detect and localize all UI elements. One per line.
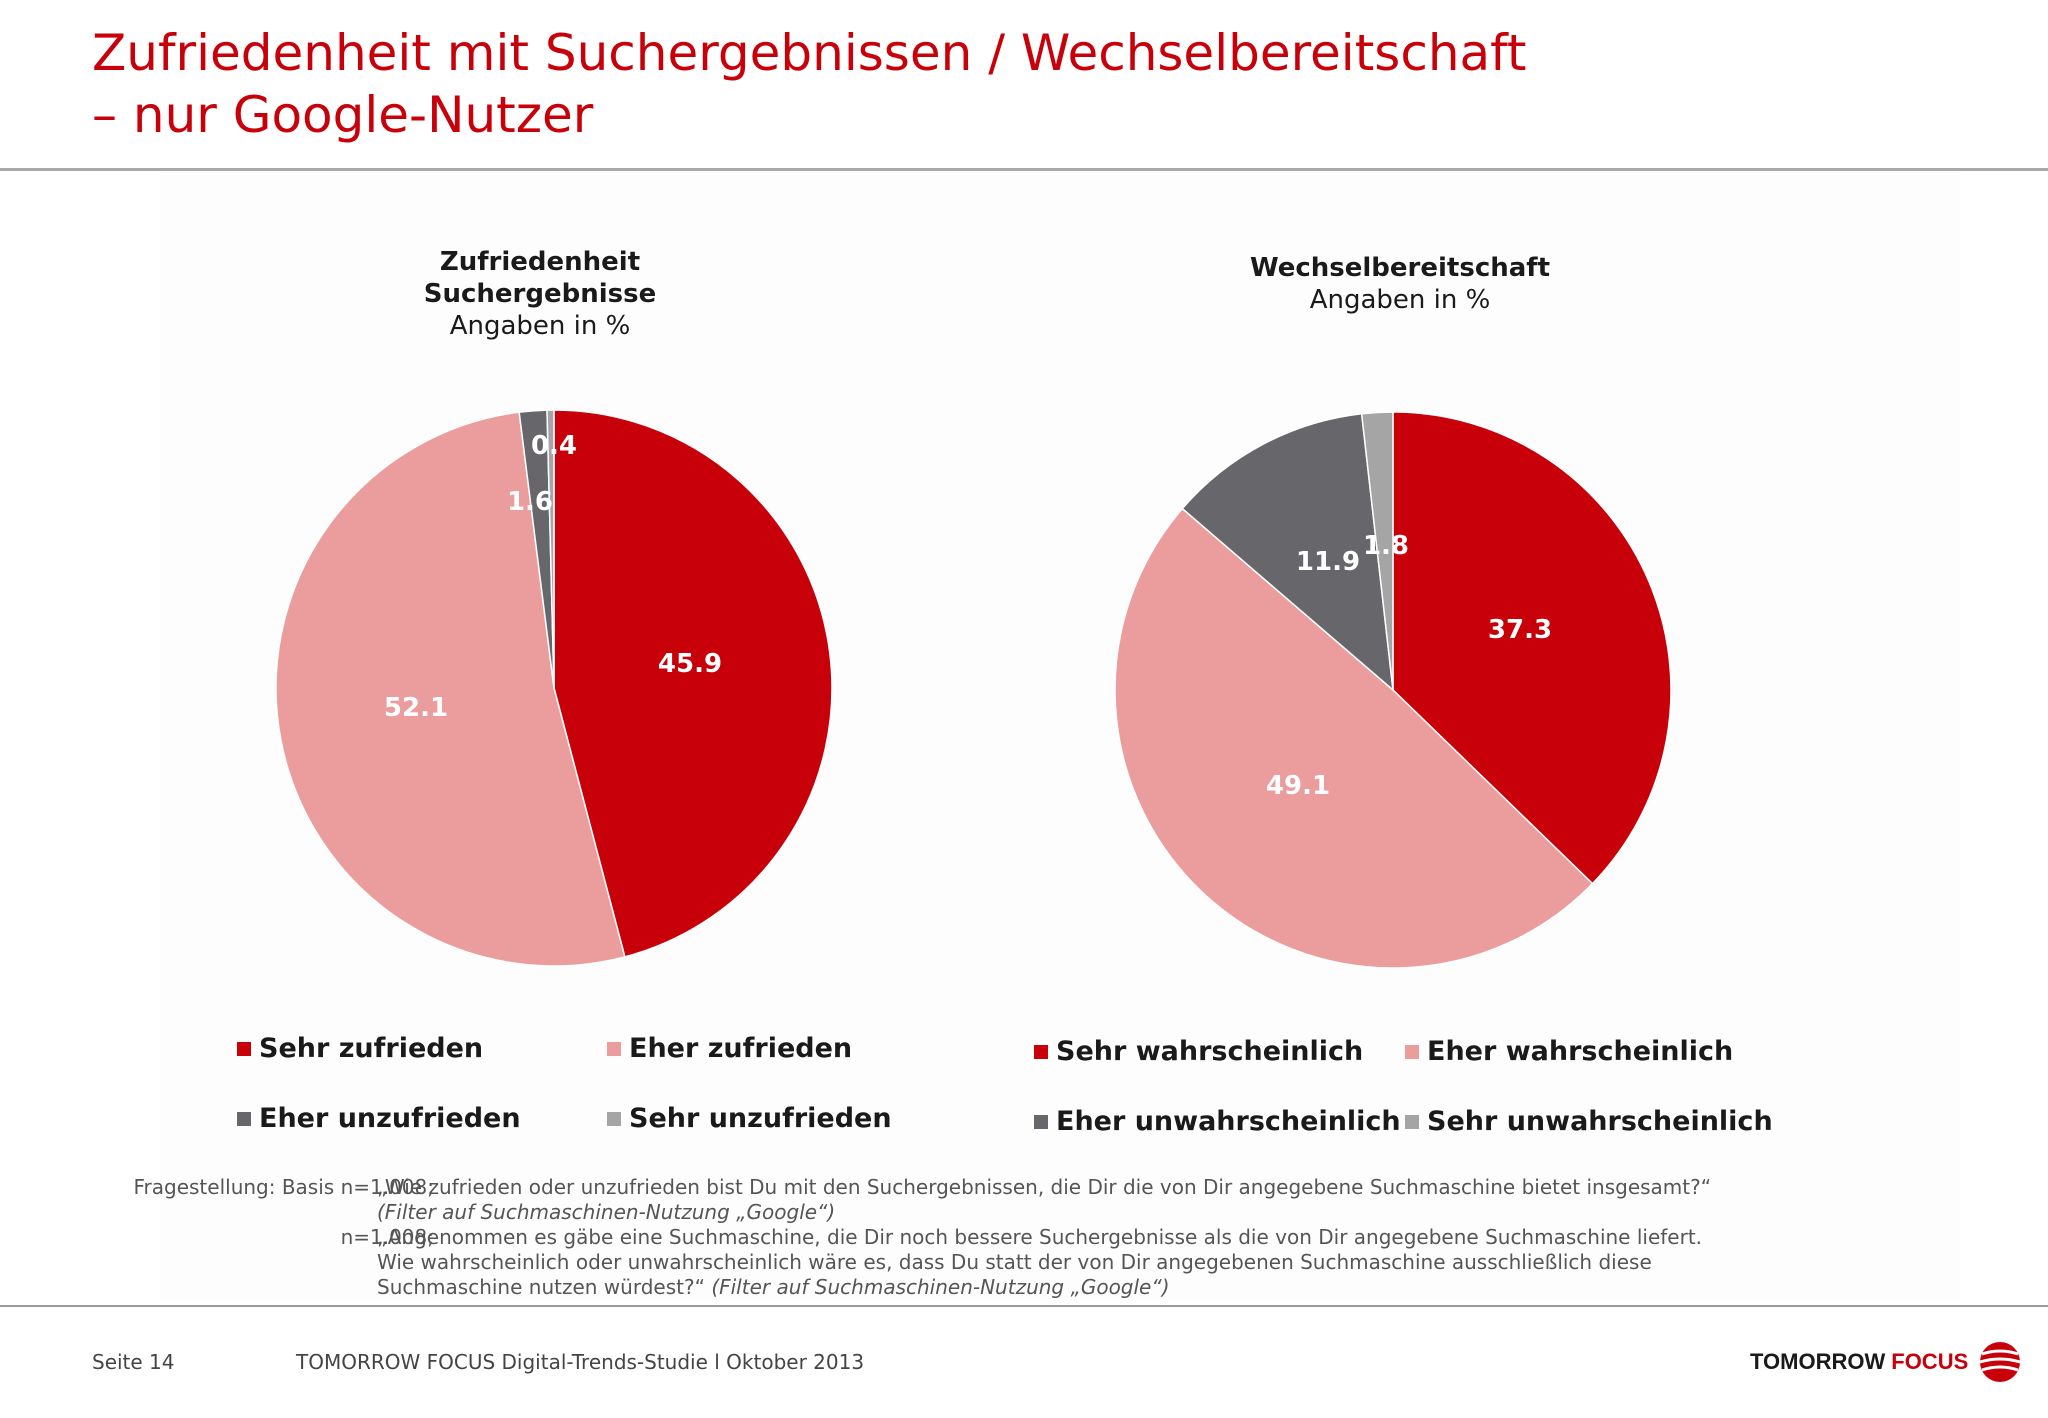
legend2-swatch	[1034, 1044, 1048, 1059]
legend1-label: Sehr unzufrieden	[629, 1103, 892, 1134]
pie1-data-label-4: 0.4	[531, 431, 577, 461]
pie1-slice-4	[546, 409, 555, 689]
pie-chart-2: 37.3 49.1 11.91.8	[1114, 411, 1672, 969]
pie2-data-label-1: 37.3	[1488, 615, 1552, 645]
legend2-swatch	[1405, 1044, 1419, 1059]
legend2-swatch	[1405, 1114, 1419, 1129]
pie2-slice-1	[1392, 411, 1672, 885]
pie1-slice-1	[553, 409, 833, 958]
legend1-swatch	[237, 1111, 251, 1126]
legend2-label: Sehr wahrscheinlich	[1056, 1036, 1364, 1067]
pie2-slice-3	[1181, 412, 1394, 692]
pie2-slice-4	[1360, 411, 1394, 691]
footer-divider	[0, 1305, 2048, 1307]
page-title: Zufriedenheit mit Suchergebnissen / Wech…	[92, 22, 1992, 146]
chart1-title-line1: Zufriedenheit	[439, 247, 641, 277]
legend2-swatch	[1034, 1114, 1048, 1129]
legend1-label: Sehr zufrieden	[259, 1033, 484, 1064]
note2-question-line3: Suchmaschine nutzen würdest?“	[377, 1275, 705, 1299]
tomorrow-focus-logo: TOMORROW FOCUS	[1750, 1340, 2026, 1384]
legend2-item-sehr-wahrscheinlich: Sehr wahrscheinlich	[1034, 1036, 1363, 1067]
legend1-swatch	[607, 1111, 621, 1126]
pie1-data-label-3: 1.6	[507, 487, 553, 517]
pie2-slice-2	[1114, 507, 1594, 969]
chart2-title: Wechselbereitschaft	[1249, 253, 1551, 283]
legend2-label: Eher wahrscheinlich	[1427, 1036, 1734, 1067]
legend1-item-sehr-zufrieden: Sehr zufrieden	[237, 1033, 483, 1064]
pie2-data-label-3: 11.9	[1296, 547, 1360, 577]
page-title-line2: – nur Google-Nutzer	[92, 86, 594, 144]
legend1-swatch	[237, 1041, 251, 1056]
legend1-swatch	[607, 1041, 621, 1056]
note1-question: „Wie zufrieden oder unzufrieden bist Du …	[377, 1175, 1712, 1199]
legend2-item-sehr-unwahrscheinlich: Sehr unwahrscheinlich	[1405, 1106, 1773, 1137]
chart1-title-line2: Suchergebnisse	[423, 279, 657, 309]
chart2-subtitle: Angaben in %	[1309, 285, 1491, 315]
logo-globe-icon	[1979, 1342, 2021, 1382]
question-notes: Fragestellung: Basis n=1.008; „Wie zufri…	[0, 1175, 2048, 1305]
legend2-item-eher-wahrscheinlich: Eher wahrscheinlich	[1405, 1036, 1733, 1067]
pie2-data-label-2: 49.1	[1266, 771, 1330, 801]
pie-chart-1: 45.9 52.1 1.6 0.4	[275, 409, 833, 967]
legend1-item-eher-zufrieden: Eher zufrieden	[607, 1033, 852, 1064]
chart2-heading: Wechselbereitschaft Angaben in %	[1200, 252, 1600, 316]
legend1-label: Eher unzufrieden	[259, 1103, 521, 1134]
legend2-label: Eher unwahrscheinlich	[1056, 1106, 1401, 1137]
note2-question-line2: Wie wahrscheinlich oder unwahrscheinlich…	[377, 1250, 1652, 1274]
pie1-data-label-2: 52.1	[384, 693, 448, 723]
note2-text: „Angenommen es gäbe eine Suchmaschine, d…	[377, 1225, 1937, 1300]
legend1-item-sehr-unzufrieden: Sehr unzufrieden	[607, 1103, 892, 1134]
logo-word1: TOMORROW	[1750, 1349, 1886, 1374]
legend1-label: Eher zufrieden	[629, 1033, 853, 1064]
legend2-label: Sehr unwahrscheinlich	[1427, 1106, 1773, 1137]
title-divider	[0, 168, 2048, 171]
note2-question-line1: „Angenommen es gäbe eine Suchmaschine, d…	[377, 1225, 1703, 1249]
chart1-subtitle: Angaben in %	[449, 311, 631, 341]
legend2-item-eher-unwahrscheinlich: Eher unwahrscheinlich	[1034, 1106, 1401, 1137]
note1-text: „Wie zufrieden oder unzufrieden bist Du …	[377, 1175, 1937, 1225]
pie1-slice-2	[275, 411, 626, 967]
note2-filter: (Filter auf Suchmaschinen-Nutzung „Googl…	[711, 1275, 1170, 1299]
page-title-line1: Zufriedenheit mit Suchergebnissen / Wech…	[92, 24, 1527, 82]
pie1-data-label-1: 45.9	[658, 649, 722, 679]
legend1-item-eher-unzufrieden: Eher unzufrieden	[237, 1103, 521, 1134]
study-name: TOMORROW FOCUS Digital-Trends-Studie l O…	[296, 1350, 865, 1374]
note1-filter: (Filter auf Suchmaschinen-Nutzung „Googl…	[377, 1200, 836, 1224]
note2-label: n=1.008;	[340, 1225, 434, 1249]
note1-label: Fragestellung: Basis n=1.008;	[133, 1175, 434, 1199]
logo-word2: FOCUS	[1891, 1349, 1969, 1374]
chart1-heading: Zufriedenheit Suchergebnisse Angaben in …	[380, 246, 700, 342]
pie2-data-label-4: 1.8	[1363, 531, 1409, 561]
page-number: Seite 14	[92, 1350, 175, 1374]
